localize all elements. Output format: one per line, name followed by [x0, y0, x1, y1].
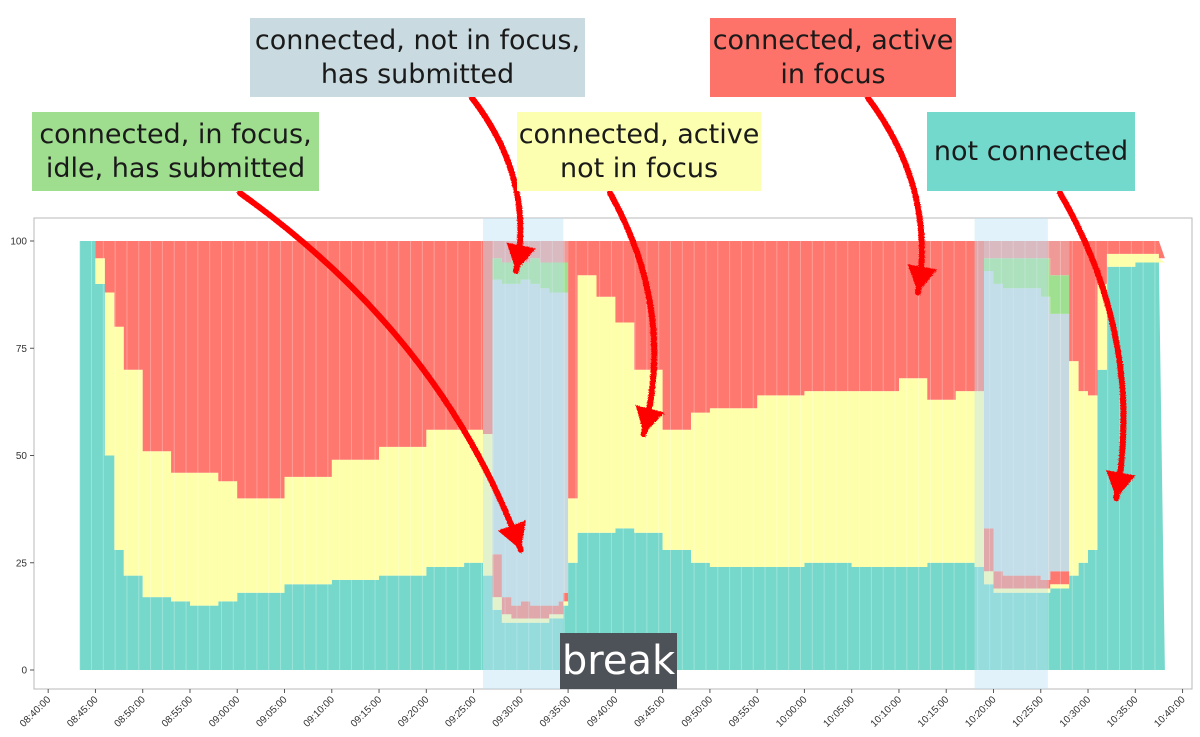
series-area-5 [79, 241, 1165, 276]
y-tick-label: 25 [16, 558, 28, 569]
annotation-arrowhead-0 [506, 242, 536, 272]
annotation-arrowhead-4 [1106, 470, 1136, 499]
x-tick-label: 09:40:00 [585, 694, 621, 730]
annotation-arrow-2 [237, 190, 524, 553]
series-area-2 [79, 241, 1165, 619]
annotation-callout-2: connected, in focus, idle, has submitted [32, 112, 319, 191]
highlight-band-0 [483, 218, 564, 689]
x-tick-label: 10:25:00 [1011, 694, 1047, 730]
x-tick-label: 10:40:00 [1152, 694, 1188, 730]
annotation-callout-1: connected, active in focus [710, 18, 956, 97]
x-tick-label: 10:15:00 [916, 694, 952, 730]
x-tick-label: 10:20:00 [963, 694, 999, 730]
x-tick-label: 09:45:00 [632, 694, 668, 730]
x-tick-label: 09:10:00 [302, 694, 338, 730]
y-tick-label: 50 [16, 451, 28, 462]
x-tick-label: 09:00:00 [207, 694, 243, 730]
annotation-arrowhead-1 [907, 264, 938, 293]
x-tick-label: 10:10:00 [869, 694, 905, 730]
x-tick-label: 09:15:00 [349, 694, 385, 730]
break-label: break [560, 633, 677, 689]
x-tick-label: 09:05:00 [254, 694, 290, 730]
x-tick-label: 09:55:00 [727, 694, 763, 730]
x-tick-label: 09:25:00 [443, 694, 479, 730]
x-tick-label: 08:45:00 [65, 694, 101, 730]
y-tick-label: 100 [10, 237, 27, 248]
annotation-arrowhead-2 [497, 520, 526, 550]
series-area-0 [79, 241, 1165, 670]
x-tick-label: 08:40:00 [18, 694, 54, 730]
x-tick-label: 09:35:00 [538, 694, 574, 730]
highlight-band-1 [974, 218, 1048, 689]
annotation-arrow-3 [607, 190, 658, 438]
annotation-arrowhead-3 [635, 405, 665, 435]
annotation-callout-0: connected, not in focus, has submitted [250, 18, 585, 97]
series-area-1 [79, 241, 1165, 623]
x-tick-label: 10:05:00 [822, 694, 858, 730]
x-tick-label: 09:50:00 [680, 694, 716, 730]
y-tick-label: 75 [16, 344, 28, 355]
x-tick-label: 10:00:00 [774, 694, 810, 730]
x-tick-label: 09:30:00 [491, 694, 527, 730]
x-tick-label: 09:20:00 [396, 694, 432, 730]
x-tick-label: 10:35:00 [1105, 694, 1141, 730]
x-tick-label: 10:30:00 [1058, 694, 1094, 730]
annotation-arrow-4 [1057, 190, 1127, 502]
annotation-callout-4: not connected [927, 112, 1135, 191]
series-area-3 [79, 241, 1165, 606]
x-tick-label: 08:50:00 [113, 694, 149, 730]
series-area-4 [79, 241, 1165, 314]
annotation-callout-3: connected, active not in focus [517, 112, 761, 191]
x-tick-label: 08:55:00 [160, 694, 196, 730]
y-tick-label: 0 [21, 666, 27, 677]
